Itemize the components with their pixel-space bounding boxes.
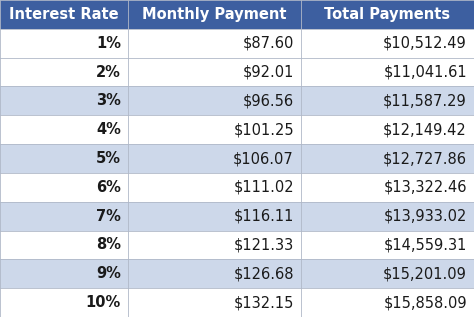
Bar	[128, 0, 301, 29]
Text: $10,512.49: $10,512.49	[383, 36, 467, 51]
Text: $14,559.31: $14,559.31	[383, 237, 467, 252]
Bar	[128, 202, 301, 230]
Bar	[0, 0, 128, 29]
Text: $101.25: $101.25	[233, 122, 294, 137]
Bar	[128, 87, 301, 115]
Bar	[128, 29, 301, 58]
Bar	[0, 202, 128, 230]
Text: 6%: 6%	[96, 180, 121, 195]
Bar	[301, 173, 474, 202]
Bar	[301, 0, 474, 29]
Text: $96.56: $96.56	[243, 94, 294, 108]
Bar	[301, 202, 474, 230]
Bar	[128, 259, 301, 288]
Bar	[301, 58, 474, 87]
Bar	[0, 87, 128, 115]
Text: $15,201.09: $15,201.09	[383, 266, 467, 281]
Bar	[0, 288, 128, 317]
Bar	[301, 144, 474, 173]
Text: $12,149.42: $12,149.42	[383, 122, 467, 137]
Text: 8%: 8%	[96, 237, 121, 252]
Bar	[301, 115, 474, 144]
Bar	[0, 115, 128, 144]
Text: $13,933.02: $13,933.02	[383, 209, 467, 223]
Text: 5%: 5%	[96, 151, 121, 166]
Bar	[0, 144, 128, 173]
Text: $15,858.09: $15,858.09	[383, 295, 467, 310]
Text: 1%: 1%	[96, 36, 121, 51]
Text: $11,041.61: $11,041.61	[383, 65, 467, 80]
Text: $92.01: $92.01	[243, 65, 294, 80]
Bar	[301, 230, 474, 259]
Text: $126.68: $126.68	[233, 266, 294, 281]
Bar	[128, 144, 301, 173]
Text: $11,587.29: $11,587.29	[383, 94, 467, 108]
Bar	[0, 173, 128, 202]
Text: $132.15: $132.15	[234, 295, 294, 310]
Text: $12,727.86: $12,727.86	[383, 151, 467, 166]
Text: 10%: 10%	[86, 295, 121, 310]
Text: 9%: 9%	[96, 266, 121, 281]
Bar	[0, 230, 128, 259]
Bar	[0, 259, 128, 288]
Text: Monthly Payment: Monthly Payment	[142, 7, 287, 22]
Text: $87.60: $87.60	[243, 36, 294, 51]
Text: $111.02: $111.02	[233, 180, 294, 195]
Text: Interest Rate: Interest Rate	[9, 7, 119, 22]
Text: 2%: 2%	[96, 65, 121, 80]
Text: $13,322.46: $13,322.46	[383, 180, 467, 195]
Bar	[128, 230, 301, 259]
Text: $121.33: $121.33	[234, 237, 294, 252]
Text: 3%: 3%	[96, 94, 121, 108]
Bar	[128, 115, 301, 144]
Bar	[301, 288, 474, 317]
Text: 7%: 7%	[96, 209, 121, 223]
Bar	[301, 87, 474, 115]
Text: $116.11: $116.11	[234, 209, 294, 223]
Bar	[0, 29, 128, 58]
Bar	[128, 58, 301, 87]
Bar	[128, 288, 301, 317]
Bar	[301, 29, 474, 58]
Bar	[301, 259, 474, 288]
Text: $106.07: $106.07	[233, 151, 294, 166]
Text: Total Payments: Total Payments	[324, 7, 451, 22]
Text: 4%: 4%	[96, 122, 121, 137]
Bar	[128, 173, 301, 202]
Bar	[0, 58, 128, 87]
